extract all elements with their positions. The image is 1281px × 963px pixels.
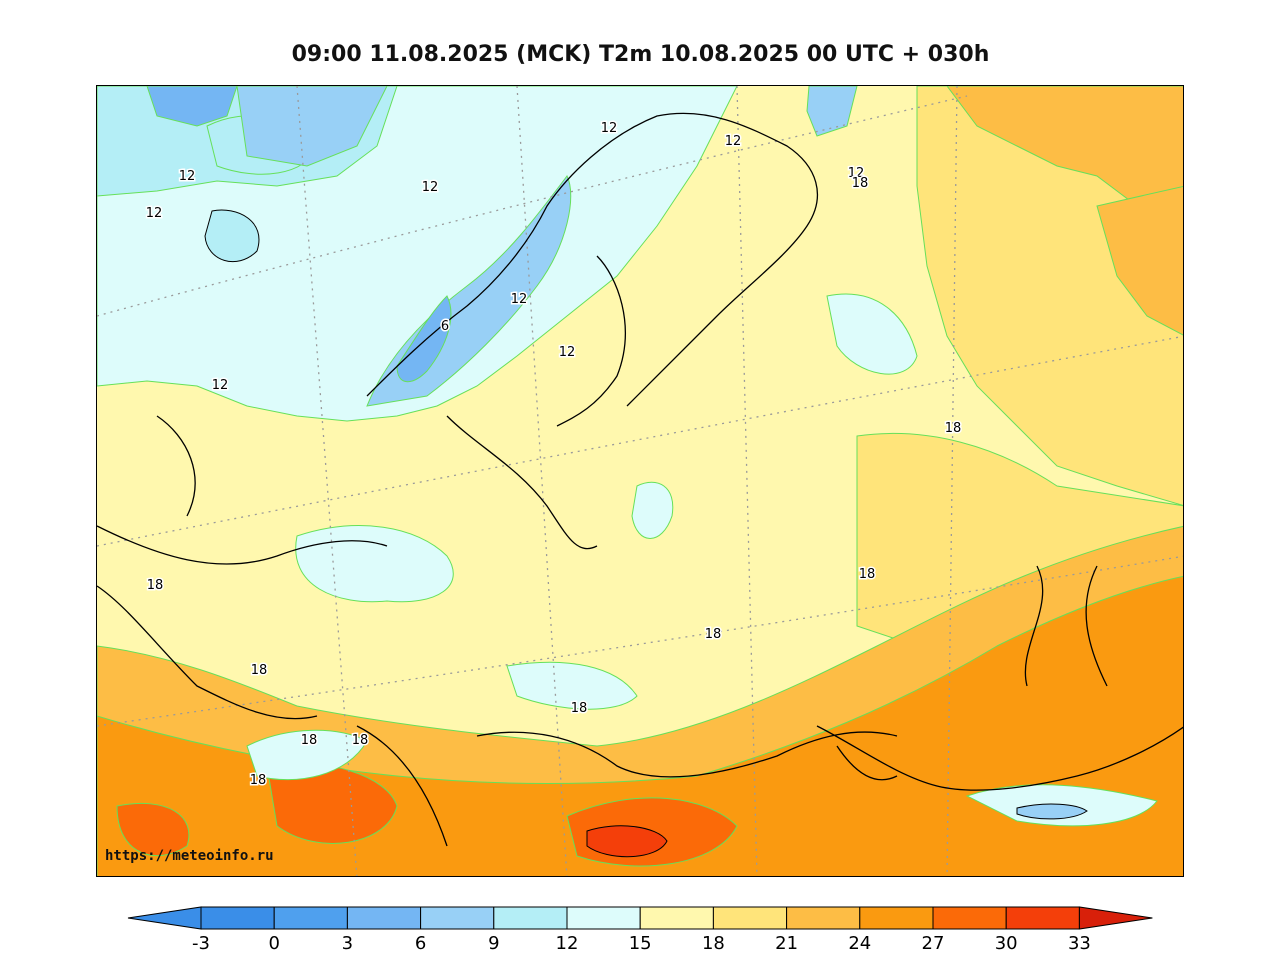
colorbar-segment: [346, 906, 422, 930]
contour-label: 18: [859, 567, 876, 582]
contour-label: 12: [212, 378, 229, 393]
credit-link[interactable]: https://meteoinfo.ru: [105, 848, 274, 864]
field-3-6: [146, 86, 238, 127]
contour-label: 18: [250, 773, 267, 788]
colorbar-arrow-high: [1078, 906, 1153, 930]
colorbar-segment: [420, 906, 495, 930]
colorbar-segment: [200, 906, 275, 930]
colorbar-tick-label: 27: [922, 933, 945, 954]
colorbar-tick-label: 30: [995, 933, 1018, 954]
caucasus-cold: [1016, 803, 1088, 820]
colorbar-tick-label: 0: [268, 933, 279, 954]
colorbar-tick-label: 6: [415, 933, 426, 954]
colorbar-tick-label: 21: [775, 933, 798, 954]
contour-label: 18: [301, 733, 318, 748]
colorbar-arrow-low: [127, 906, 202, 930]
contour-label: 12: [422, 180, 439, 195]
contour-label: 18: [352, 733, 369, 748]
contour-label: 12: [725, 134, 742, 149]
contour-label: 18: [147, 578, 164, 593]
field-3-6: [806, 86, 858, 137]
contour-label: 12: [848, 166, 865, 181]
field-24-27: [946, 86, 1183, 217]
map-title: 09:00 11.08.2025 (MCK) T2m 10.08.2025 00…: [291, 42, 990, 67]
colorbar-tick-label: 9: [488, 933, 499, 954]
colorbar-segment: [1005, 906, 1080, 930]
temperature-map[interactable]: 12 12 12 12 12 12 12 12 12 6 18 18 18 18 18 18 18 18 18 18 …: [96, 85, 1184, 877]
field-9-12: [204, 209, 260, 263]
colorbar-segment: [712, 906, 788, 930]
colorbar-tick-label: 18: [702, 933, 725, 954]
contour-label: 12: [179, 169, 196, 184]
colorbar-tick-label: 24: [848, 933, 871, 954]
colorbar-segment: [273, 906, 348, 930]
field-6-9: [236, 86, 388, 167]
colorbar-segment: [932, 906, 1007, 930]
graticule: [97, 86, 1183, 876]
field-24-27: [1096, 185, 1183, 336]
colorbar-segment: [493, 906, 568, 930]
colorbar-tick-label: -3: [192, 933, 210, 954]
colorbar-segment: [786, 906, 861, 930]
contour-label: 12: [511, 292, 528, 307]
field-15-18: [826, 293, 918, 375]
contour-label: 18: [852, 176, 869, 191]
alps-cool: [246, 729, 368, 781]
field-33-plus: [586, 825, 668, 858]
contour-label: 18: [251, 663, 268, 678]
colorbar-tick-label: 15: [629, 933, 652, 954]
colorbar-tick-label: 12: [556, 933, 579, 954]
contour-label: 6: [441, 319, 449, 334]
colorbar: -3 0 3 6 9 12 15 18 21 24 27 30 33: [127, 906, 1153, 954]
contour-label: 12: [146, 206, 163, 221]
field-30-33: [116, 802, 190, 857]
contour-label: 12: [601, 121, 618, 136]
contour-label: 18: [945, 421, 962, 436]
colorbar-tick-label: 3: [342, 933, 353, 954]
colorbar-segment: [566, 906, 641, 930]
contour-label: 12: [559, 345, 576, 360]
coastlines: [97, 112, 1183, 847]
colorbar-segment: [639, 906, 714, 930]
field-15-18: [631, 481, 674, 539]
contour-label: 18: [571, 701, 588, 716]
field-15-18: [506, 661, 638, 710]
colorbar-segment: [859, 906, 934, 930]
colorbar-tick-label: 33: [1068, 933, 1091, 954]
contour-label: 18: [705, 627, 722, 642]
scandinavia-cold: [396, 295, 452, 383]
